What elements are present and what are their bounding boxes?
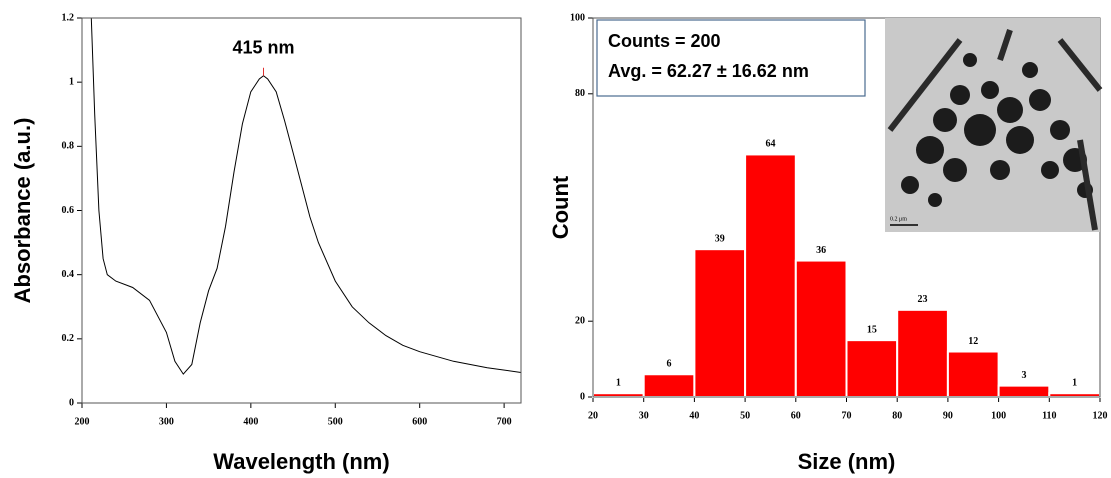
x-tick-label: 500 [328,416,343,427]
bar [744,153,797,398]
x-tick-label: 50 [740,410,750,421]
y-tick-label: 0.2 [62,333,75,344]
x-tick-label: 90 [943,410,953,421]
inset-image: 0.2 μm [885,18,1103,232]
y-tick-label: 0.6 [62,205,75,216]
x-tick-label: 300 [159,416,174,427]
bar-label: 15 [867,324,877,335]
bar [794,259,848,398]
bar-label: 6 [667,359,672,370]
bar-label: 39 [715,233,725,244]
x-tick-label: 80 [892,410,902,421]
absorbance-line [90,17,522,375]
bar [997,384,1051,399]
y-tick-label: 0 [580,391,585,402]
x-tick-label: 30 [639,410,649,421]
bar-label: 3 [1021,370,1026,381]
x-axis-title: Wavelength (nm) [213,449,389,474]
y-axis-title: Absorbance (a.u.) [10,118,35,304]
x-tick-label: 20 [588,410,598,421]
y-tick-label: 0.4 [62,269,75,280]
bar [592,392,645,398]
bar [845,339,899,398]
x-axis-title: Size (nm) [798,449,896,474]
x-tick-label: 120 [1093,410,1108,421]
bar-label: 36 [816,245,826,256]
particles [901,53,1093,207]
y-tick-label: 0.8 [62,141,75,152]
bar-label: 12 [968,336,978,347]
x-tick-label: 200 [75,416,90,427]
bar-label: 23 [918,294,928,305]
bar [693,248,747,398]
rods [887,29,1103,231]
stats-box [596,19,866,97]
stats-line: Counts = 200 [608,31,721,51]
bar [1048,392,1102,398]
bar [946,350,1000,398]
x-tick-label: 40 [689,410,699,421]
y-tick-label: 0 [69,397,74,408]
chart: Absorbance (a.u.) Wavelength (nm) 0 0.2 0.4 0… [10,12,522,474]
x-tick-label: 700 [497,416,512,427]
y-axis-title: Count [548,175,573,239]
x-tick-label: 110 [1042,410,1056,421]
bar-label: 1 [1072,378,1077,389]
plot-frame [81,17,522,404]
x-tick-label: 60 [791,410,801,421]
bar-label: 1 [616,378,621,389]
bar-label: 64 [765,139,775,150]
scale-label: 0.2 μm [890,216,907,222]
x-tick-label: 70 [842,410,852,421]
bar [896,308,949,398]
y-tick-label: 1 [69,76,74,87]
y-tick-label: 20 [575,315,585,326]
x-tick-label: 100 [991,410,1006,421]
bar [642,373,696,399]
y-tick-label: 1.2 [62,12,75,23]
peak-label: 415 nm [232,38,294,58]
x-tick-label: 600 [412,416,427,427]
y-tick-label: 80 [575,88,585,99]
x-tick-label: 400 [243,416,258,427]
stats-line: Avg. = 62.27 ± 16.62 nm [608,61,809,81]
y-tick-label: 100 [570,12,585,23]
